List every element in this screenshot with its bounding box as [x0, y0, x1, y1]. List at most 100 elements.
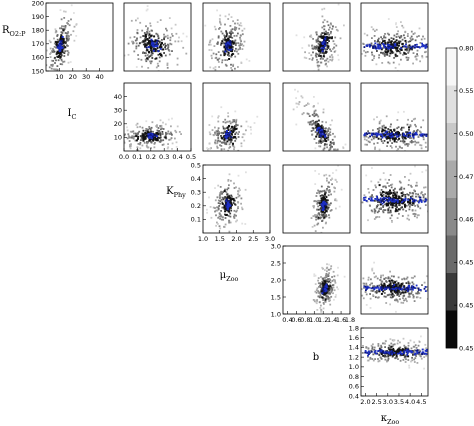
data-point	[322, 58, 324, 60]
data-point	[328, 272, 330, 274]
data-point	[391, 183, 394, 186]
data-point	[397, 35, 400, 38]
data-point	[224, 48, 227, 51]
data-point	[370, 344, 373, 347]
data-point	[373, 142, 375, 145]
data-point	[149, 42, 152, 45]
data-point	[135, 47, 138, 50]
data-point	[386, 137, 389, 140]
data-point	[53, 37, 55, 40]
data-point	[317, 123, 320, 126]
data-point	[392, 191, 395, 194]
data-point	[315, 218, 317, 221]
best-fit-point	[413, 353, 416, 356]
data-point	[227, 129, 230, 131]
data-point	[391, 146, 393, 149]
best-fit-point	[409, 132, 411, 134]
data-point	[395, 43, 398, 46]
data-point	[237, 32, 239, 35]
data-point	[396, 119, 399, 121]
data-point	[420, 191, 423, 194]
data-point	[241, 208, 244, 211]
data-point	[242, 44, 245, 47]
data-point	[237, 195, 240, 198]
data-point	[389, 52, 392, 55]
data-point	[396, 292, 399, 295]
data-point	[314, 147, 317, 150]
data-point	[170, 137, 173, 139]
data-point	[144, 54, 147, 57]
data-point	[217, 134, 220, 137]
data-point	[331, 59, 333, 62]
data-point	[392, 339, 395, 342]
data-point	[378, 290, 381, 293]
data-point	[171, 133, 173, 136]
data-point	[313, 45, 316, 48]
data-point	[333, 50, 336, 53]
best-fit-point	[375, 287, 377, 289]
data-point	[401, 38, 404, 41]
data-point	[151, 57, 154, 59]
data-point	[402, 297, 404, 300]
data-point	[429, 284, 431, 286]
data-point	[320, 185, 323, 188]
data-point	[146, 5, 149, 7]
data-point	[413, 300, 416, 302]
data-point	[358, 44, 360, 46]
data-point	[400, 192, 403, 195]
data-point	[416, 214, 419, 217]
best-fit-point	[380, 133, 383, 136]
data-point	[228, 143, 231, 146]
best-fit-point	[374, 133, 376, 136]
data-point	[231, 50, 233, 53]
data-point	[324, 299, 327, 302]
data-point	[292, 108, 295, 111]
data-point	[302, 112, 305, 114]
data-point	[321, 52, 324, 54]
data-point	[400, 58, 402, 61]
data-point	[327, 289, 330, 292]
y-tick-label: 0.4	[349, 392, 359, 400]
data-point	[429, 38, 431, 40]
best-fit-point	[403, 352, 406, 354]
data-point	[314, 47, 317, 50]
data-point	[144, 38, 146, 40]
data-point	[231, 40, 234, 43]
data-point	[215, 134, 218, 136]
data-point	[301, 47, 304, 49]
data-point	[436, 345, 438, 347]
data-point	[332, 270, 335, 273]
data-point	[313, 275, 316, 277]
data-point	[323, 19, 326, 21]
colorbar-tick-label: 0.450	[459, 344, 474, 352]
data-point	[325, 273, 328, 275]
data-point	[330, 23, 332, 26]
data-point	[230, 129, 233, 132]
data-point	[127, 42, 130, 45]
data-point	[378, 41, 381, 43]
data-point	[330, 267, 332, 270]
data-point	[393, 129, 396, 132]
data-point	[161, 131, 164, 133]
data-point	[418, 133, 421, 136]
data-point	[127, 133, 130, 136]
data-point	[229, 127, 232, 130]
data-point	[214, 159, 216, 161]
data-point	[313, 224, 316, 227]
data-point	[312, 122, 315, 124]
data-point	[395, 310, 397, 313]
data-point	[397, 358, 399, 360]
best-fit-point	[420, 133, 423, 136]
data-point	[402, 138, 405, 141]
x-tick-label: 10	[55, 73, 63, 81]
data-point	[329, 190, 331, 193]
best-fit-point	[323, 40, 325, 43]
data-point	[237, 174, 240, 177]
data-point	[387, 355, 390, 358]
data-point	[231, 127, 233, 129]
data-point	[404, 347, 407, 350]
data-point	[410, 141, 413, 144]
data-point	[325, 291, 328, 294]
data-point	[327, 194, 330, 197]
